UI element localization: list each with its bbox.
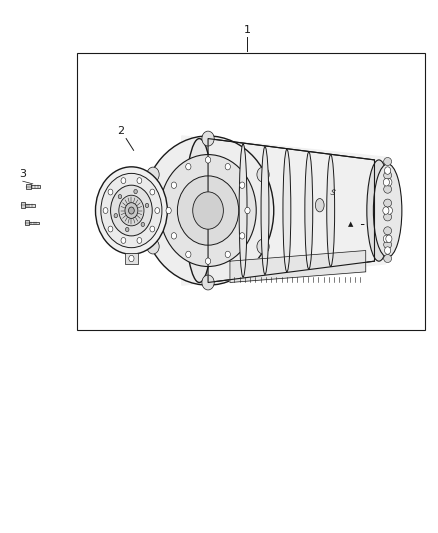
Ellipse shape	[384, 199, 392, 207]
Circle shape	[257, 239, 269, 254]
Circle shape	[186, 251, 191, 257]
Ellipse shape	[373, 164, 402, 257]
Bar	[77, 53, 425, 330]
Bar	[29, 222, 39, 224]
Circle shape	[186, 164, 191, 170]
Circle shape	[205, 157, 211, 163]
Ellipse shape	[327, 155, 335, 266]
Bar	[25, 221, 29, 225]
Ellipse shape	[177, 176, 239, 245]
Ellipse shape	[384, 171, 392, 179]
Circle shape	[101, 173, 162, 248]
Circle shape	[121, 238, 126, 244]
Circle shape	[385, 247, 391, 254]
Bar	[25, 204, 35, 207]
Ellipse shape	[160, 155, 256, 266]
Circle shape	[103, 208, 108, 213]
Circle shape	[386, 179, 392, 186]
Circle shape	[110, 185, 152, 236]
Circle shape	[240, 182, 245, 189]
Circle shape	[383, 235, 389, 243]
Circle shape	[193, 192, 223, 229]
Text: 1: 1	[244, 25, 251, 35]
Circle shape	[240, 233, 245, 239]
Polygon shape	[230, 251, 366, 282]
Circle shape	[121, 177, 126, 183]
Circle shape	[245, 207, 250, 214]
Circle shape	[119, 195, 144, 226]
Ellipse shape	[261, 147, 269, 274]
Bar	[26, 184, 31, 189]
Circle shape	[129, 255, 134, 262]
Text: 2: 2	[117, 126, 124, 136]
Ellipse shape	[384, 255, 392, 263]
Bar	[125, 253, 138, 264]
Ellipse shape	[315, 198, 324, 212]
Polygon shape	[208, 139, 374, 282]
Circle shape	[155, 208, 160, 213]
Circle shape	[108, 189, 113, 195]
Circle shape	[108, 226, 113, 232]
Circle shape	[147, 167, 159, 182]
Circle shape	[383, 179, 389, 186]
Circle shape	[225, 164, 230, 170]
Ellipse shape	[367, 160, 391, 261]
Ellipse shape	[185, 139, 214, 282]
Circle shape	[171, 182, 177, 189]
Circle shape	[166, 207, 171, 214]
Circle shape	[147, 239, 159, 254]
Circle shape	[137, 177, 142, 183]
Bar	[31, 185, 40, 188]
Circle shape	[114, 214, 117, 218]
Circle shape	[134, 189, 138, 193]
Text: ▲: ▲	[348, 222, 353, 228]
Circle shape	[128, 207, 134, 214]
Ellipse shape	[384, 227, 392, 235]
Circle shape	[150, 226, 155, 232]
Text: 3: 3	[19, 168, 26, 179]
Circle shape	[145, 203, 149, 207]
Ellipse shape	[129, 169, 139, 252]
Polygon shape	[182, 136, 385, 285]
Circle shape	[141, 222, 145, 227]
Circle shape	[118, 195, 122, 199]
Ellipse shape	[384, 158, 392, 165]
Ellipse shape	[283, 149, 291, 272]
Circle shape	[202, 131, 214, 146]
Ellipse shape	[305, 152, 313, 269]
Circle shape	[150, 189, 155, 195]
Circle shape	[125, 228, 129, 232]
Text: $\mathcal{S}$: $\mathcal{S}$	[329, 187, 337, 197]
Circle shape	[205, 258, 211, 264]
Circle shape	[386, 207, 392, 214]
Circle shape	[383, 207, 389, 214]
Circle shape	[95, 167, 167, 254]
Text: ━: ━	[360, 222, 363, 228]
Circle shape	[385, 167, 391, 174]
Ellipse shape	[384, 213, 392, 221]
Ellipse shape	[384, 185, 392, 193]
Circle shape	[125, 203, 138, 219]
Bar	[21, 203, 25, 208]
Circle shape	[386, 235, 392, 243]
Circle shape	[225, 251, 230, 257]
Circle shape	[257, 167, 269, 182]
Ellipse shape	[384, 241, 392, 248]
Circle shape	[137, 238, 142, 244]
Ellipse shape	[239, 144, 247, 277]
Ellipse shape	[142, 136, 274, 285]
Circle shape	[171, 233, 177, 239]
Circle shape	[202, 275, 214, 290]
